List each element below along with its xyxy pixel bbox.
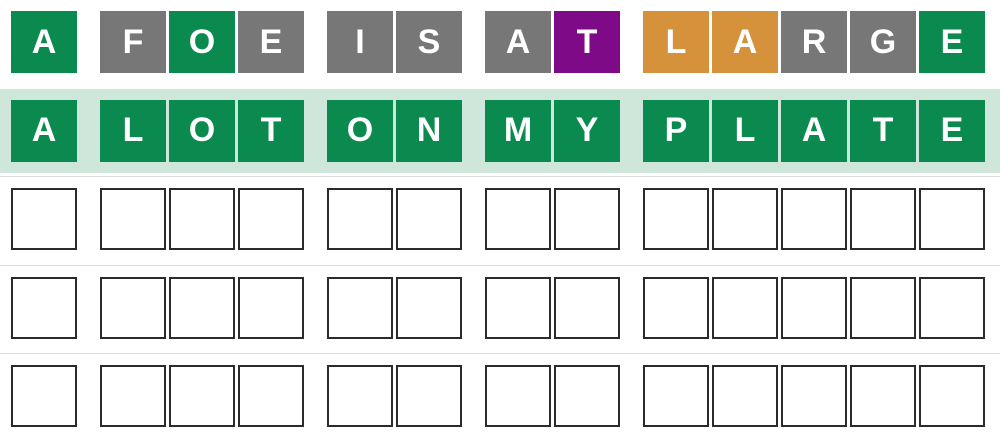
letter-tile: O: [169, 11, 235, 73]
letter-tile: O: [169, 99, 235, 162]
empty-tile: [850, 365, 916, 427]
letter-tile: L: [100, 99, 166, 162]
empty-tile: [327, 188, 393, 250]
letter-tile: G: [850, 11, 916, 73]
empty-tile: [919, 188, 985, 250]
empty-tile: [554, 365, 620, 427]
letter-tile: E: [919, 99, 985, 162]
empty-tile: [327, 365, 393, 427]
empty-tile: [850, 188, 916, 250]
letter-tile: T: [554, 11, 620, 73]
empty-tile: [100, 365, 166, 427]
empty-tile: [781, 276, 847, 339]
row-separator: [0, 176, 1000, 177]
letter-tile: A: [485, 11, 551, 73]
empty-tile: [169, 276, 235, 339]
empty-tile: [850, 276, 916, 339]
empty-tile: [169, 188, 235, 250]
empty-tile: [169, 365, 235, 427]
letter-tile: A: [781, 99, 847, 162]
letter-tile: I: [327, 11, 393, 73]
letter-tile: N: [396, 99, 462, 162]
letter-tile: Y: [554, 99, 620, 162]
empty-tile: [781, 188, 847, 250]
empty-tile: [919, 365, 985, 427]
letter-tile: T: [238, 99, 304, 162]
letter-tile: P: [643, 99, 709, 162]
row-separator: [0, 353, 1000, 354]
empty-tile: [919, 276, 985, 339]
empty-tile: [11, 365, 77, 427]
letter-tile: O: [327, 99, 393, 162]
letter-tile: L: [643, 11, 709, 73]
letter-tile: E: [238, 11, 304, 73]
empty-tile: [643, 276, 709, 339]
empty-tile: [327, 276, 393, 339]
letter-tile: L: [712, 99, 778, 162]
letter-tile: A: [712, 11, 778, 73]
empty-tile: [712, 276, 778, 339]
empty-tile: [712, 188, 778, 250]
empty-tile: [100, 276, 166, 339]
letter-tile: M: [485, 99, 551, 162]
empty-tile: [238, 365, 304, 427]
empty-tile: [396, 365, 462, 427]
empty-tile: [100, 188, 166, 250]
empty-tile: [11, 188, 77, 250]
letter-tile: T: [850, 99, 916, 162]
empty-tile: [554, 276, 620, 339]
empty-tile: [396, 188, 462, 250]
empty-tile: [485, 276, 551, 339]
empty-tile: [396, 276, 462, 339]
letter-tile: R: [781, 11, 847, 73]
letter-tile: A: [11, 99, 77, 162]
empty-tile: [238, 188, 304, 250]
empty-tile: [554, 188, 620, 250]
letter-tile: A: [11, 11, 77, 73]
empty-tile: [712, 365, 778, 427]
letter-tile: F: [100, 11, 166, 73]
empty-tile: [238, 276, 304, 339]
empty-tile: [485, 365, 551, 427]
empty-tile: [485, 188, 551, 250]
letter-tile: E: [919, 11, 985, 73]
empty-tile: [11, 276, 77, 339]
empty-tile: [643, 365, 709, 427]
empty-tile: [643, 188, 709, 250]
row-separator: [0, 264, 1000, 266]
letter-tile: S: [396, 11, 462, 73]
empty-tile: [781, 365, 847, 427]
